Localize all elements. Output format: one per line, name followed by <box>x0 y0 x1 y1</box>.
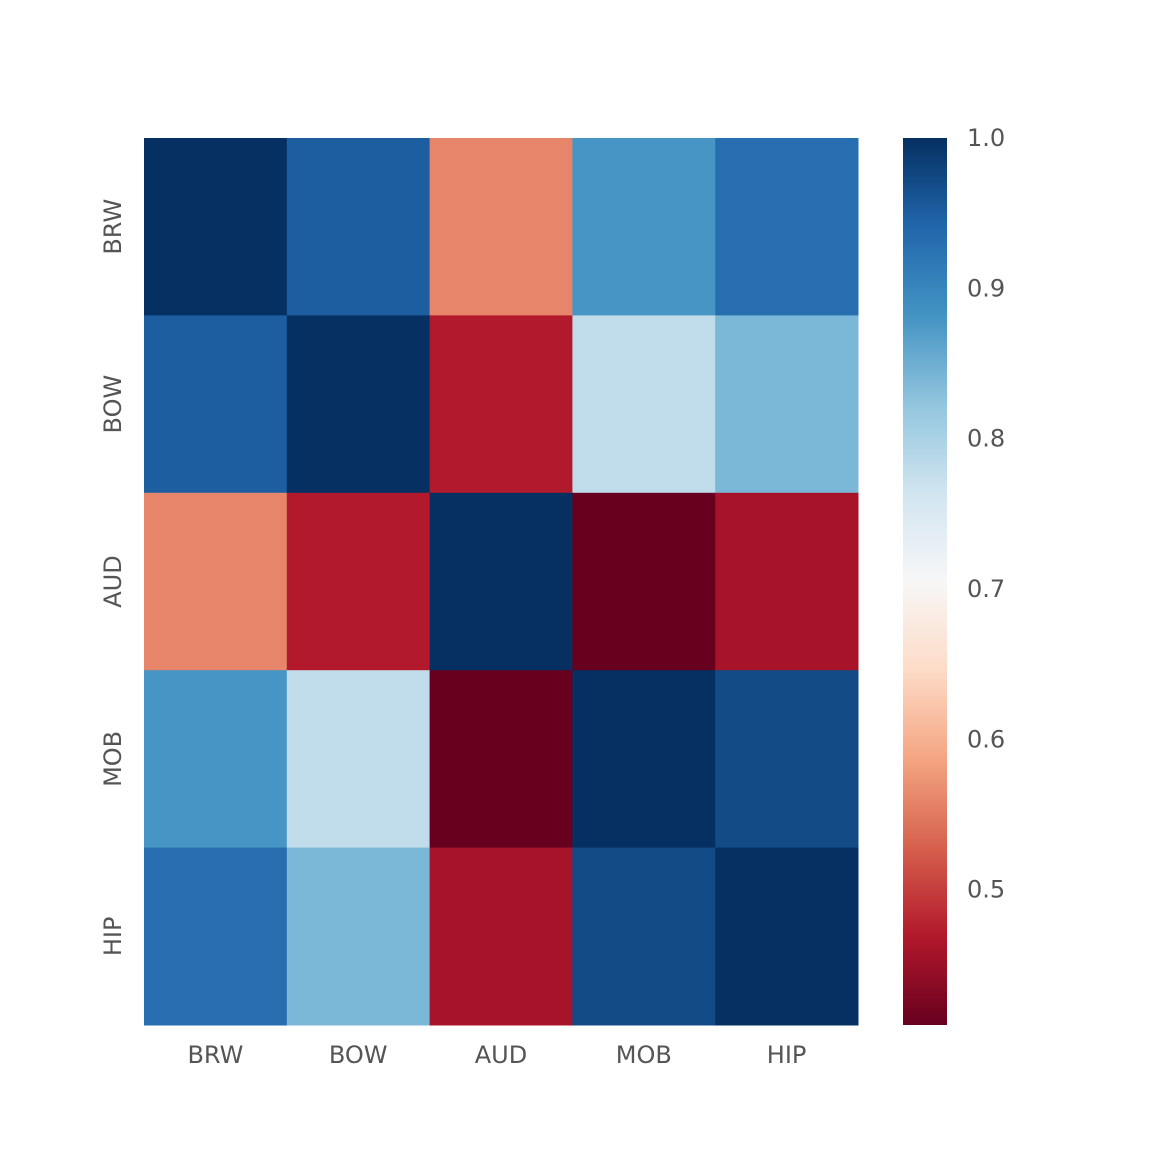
x-tick-labels: BRW BOW AUD MOB HIP <box>187 1041 806 1069</box>
x-tick-label: MOB <box>616 1041 672 1069</box>
heatmap-cell-hip-aud <box>429 847 573 1026</box>
heatmap-cell-aud-mob <box>572 492 716 671</box>
colorbar-tick-label: 0.9 <box>967 274 1005 302</box>
x-tick-label: HIP <box>767 1041 807 1069</box>
heatmap-cell-brw-aud <box>429 138 573 316</box>
heatmap-cell-brw-brw <box>144 138 288 316</box>
heatmap-cell-bow-hip <box>715 315 859 494</box>
y-tick-labels: BRW BOW AUD MOB HIP <box>99 199 127 956</box>
colorbar-tick-label: 1.0 <box>967 124 1005 152</box>
heatmap-cell-bow-mob <box>572 315 716 494</box>
y-tick-label: MOB <box>99 731 127 787</box>
heatmap-cell-hip-mob <box>572 847 716 1026</box>
heatmap-cell-bow-brw <box>144 315 288 494</box>
y-tick-label: BRW <box>99 199 127 255</box>
heatmap-cell-brw-mob <box>572 138 716 316</box>
heatmap-cell-mob-hip <box>715 670 859 849</box>
heatmap-cell-mob-bow <box>286 670 431 849</box>
heatmap-cell-brw-hip <box>715 138 859 316</box>
colorbar: 1.0 0.9 0.8 0.7 0.6 0.5 <box>903 124 1005 1025</box>
colorbar-tick-labels: 1.0 0.9 0.8 0.7 0.6 0.5 <box>967 124 1005 904</box>
heatmap-cell-bow-bow <box>286 315 431 494</box>
heatmap-cell-hip-brw <box>144 847 288 1026</box>
x-tick-label: BRW <box>187 1041 243 1069</box>
colorbar-tick-label: 0.7 <box>967 575 1005 603</box>
heatmap-cell-mob-mob <box>572 670 716 849</box>
colorbar-tick-label: 0.5 <box>967 876 1005 904</box>
y-tick-label: BOW <box>99 375 127 434</box>
heatmap-cell-brw-bow <box>286 138 431 316</box>
heatmap-cell-aud-bow <box>286 492 431 671</box>
y-tick-label: AUD <box>99 555 127 607</box>
heatmap-cell-bow-aud <box>429 315 573 494</box>
y-tick-label: HIP <box>99 916 127 956</box>
heatmap-cell-mob-aud <box>429 670 573 849</box>
heatmap-cell-hip-hip <box>715 847 859 1026</box>
colorbar-tick-label: 0.8 <box>967 425 1005 453</box>
heatmap-cell-aud-hip <box>715 492 859 671</box>
colorbar-tick-label: 0.6 <box>967 725 1005 753</box>
x-tick-label: AUD <box>475 1041 527 1069</box>
heatmap-cells <box>144 138 859 1026</box>
heatmap-cell-aud-aud <box>429 492 573 671</box>
heatmap-cell-hip-bow <box>286 847 431 1026</box>
colorbar-gradient <box>903 138 947 1025</box>
heatmap-cell-aud-brw <box>144 492 288 671</box>
heatmap-cell-mob-brw <box>144 670 288 849</box>
x-tick-label: BOW <box>329 1041 388 1069</box>
